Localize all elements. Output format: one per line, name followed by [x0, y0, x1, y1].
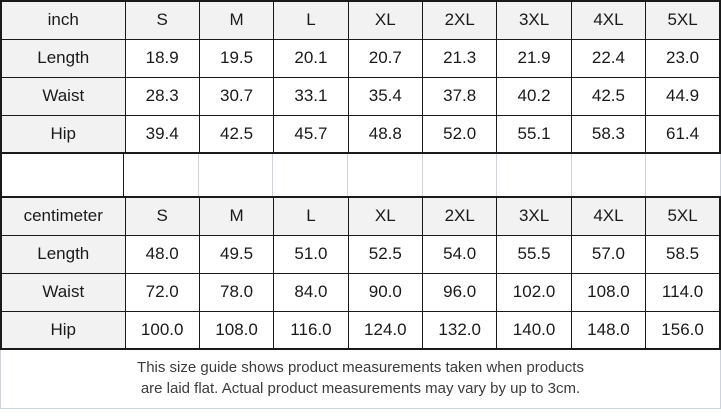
- value-cell: 102.0: [496, 272, 572, 312]
- value-cell: 52.5: [347, 234, 424, 274]
- gap-cell: [348, 154, 423, 196]
- value-cell: 114.0: [645, 272, 721, 312]
- size-header-cell: 4XL: [570, 196, 647, 236]
- gap-cell: [199, 154, 274, 196]
- value-cell: 54.0: [421, 234, 498, 274]
- size-header-cell: S: [124, 196, 200, 236]
- value-cell: 58.3: [570, 114, 647, 154]
- size-header-cell: 3XL: [496, 0, 572, 40]
- value-cell: 140.0: [496, 310, 572, 350]
- note-line-2: are laid flat. Actual product measuremen…: [140, 380, 581, 397]
- value-cell: 90.0: [347, 272, 424, 312]
- value-cell: 55.1: [496, 114, 572, 154]
- size-header-cell: L: [273, 196, 349, 236]
- value-cell: 84.0: [273, 272, 349, 312]
- value-cell: 96.0: [421, 272, 498, 312]
- value-cell: 18.9: [124, 38, 200, 78]
- value-cell: 51.0: [273, 234, 349, 274]
- size-header-cell: M: [198, 0, 275, 40]
- value-cell: 72.0: [124, 272, 200, 312]
- row-label-cell: Hip: [0, 310, 126, 350]
- value-cell: 22.4: [570, 38, 647, 78]
- size-guide-panel: inch S M L XL 2XL 3XL 4XL 5XL Length 18.9 19.5 20.1 2…: [0, 0, 721, 409]
- gap-cell: [572, 154, 647, 196]
- size-header-cell: S: [124, 0, 200, 40]
- value-cell: 45.7: [273, 114, 349, 154]
- value-cell: 124.0: [347, 310, 424, 350]
- value-cell: 42.5: [198, 114, 275, 154]
- note-line-1: This size guide shows product measuremen…: [137, 359, 584, 376]
- value-cell: 20.7: [347, 38, 424, 78]
- value-cell: 20.1: [273, 38, 349, 78]
- size-header-cell: 3XL: [496, 196, 572, 236]
- size-guide-note: This size guide shows product measuremen…: [0, 350, 721, 409]
- value-cell: 44.9: [645, 76, 721, 116]
- measurement-row: Length 18.9 19.5 20.1 20.7 21.3 21.9 22.4 23.0: [0, 38, 721, 78]
- value-cell: 132.0: [421, 310, 498, 350]
- value-cell: 19.5: [198, 38, 275, 78]
- value-cell: 39.4: [124, 114, 200, 154]
- gap-cell: [423, 154, 498, 196]
- value-cell: 58.5: [645, 234, 721, 274]
- table-gap-row: [0, 154, 721, 196]
- gap-cell: [497, 154, 572, 196]
- value-cell: 52.0: [421, 114, 498, 154]
- value-cell: 42.5: [570, 76, 647, 116]
- value-cell: 33.1: [273, 76, 349, 116]
- value-cell: 49.5: [198, 234, 275, 274]
- size-header-cell: 2XL: [421, 0, 498, 40]
- value-cell: 61.4: [645, 114, 721, 154]
- size-header-cell: 5XL: [645, 0, 721, 40]
- value-cell: 28.3: [124, 76, 200, 116]
- value-cell: 40.2: [496, 76, 572, 116]
- value-cell: 21.9: [496, 38, 572, 78]
- value-cell: 30.7: [198, 76, 275, 116]
- measurement-row: Waist 28.3 30.7 33.1 35.4 37.8 40.2 42.5 44.9: [0, 76, 721, 116]
- row-label-cell: Length: [0, 38, 126, 78]
- centimeter-table-body: centimeter S M L XL 2XL 3XL 4XL 5XL Length 48.0 49.…: [0, 196, 721, 350]
- size-header-cell: XL: [347, 196, 424, 236]
- gap-cell: [124, 154, 199, 196]
- value-cell: 23.0: [645, 38, 721, 78]
- row-label-cell: Waist: [0, 272, 126, 312]
- value-cell: 48.8: [347, 114, 424, 154]
- size-header-cell: M: [198, 196, 275, 236]
- value-cell: 21.3: [421, 38, 498, 78]
- value-cell: 78.0: [198, 272, 275, 312]
- size-header-cell: 5XL: [645, 196, 721, 236]
- measurement-row: Length 48.0 49.5 51.0 52.5 54.0 55.5 57.0 58.5: [0, 234, 721, 274]
- inch-table-body: inch S M L XL 2XL 3XL 4XL 5XL Length 18.9 19.5 20.1 2…: [0, 0, 721, 154]
- size-header-cell: XL: [347, 0, 424, 40]
- value-cell: 108.0: [570, 272, 647, 312]
- gap-cell: [2, 154, 124, 196]
- unit-label-cell: centimeter: [0, 196, 126, 236]
- measurement-row: Hip 100.0 108.0 116.0 124.0 132.0 140.0 148.0 15…: [0, 310, 721, 350]
- measurement-row: Hip 39.4 42.5 45.7 48.8 52.0 55.1 58.3 61.4: [0, 114, 721, 154]
- centimeter-size-table: centimeter S M L XL 2XL 3XL 4XL 5XL Length 48.0 49.…: [0, 196, 721, 350]
- size-header-cell: L: [273, 0, 349, 40]
- unit-label-cell: inch: [0, 0, 126, 40]
- size-header-cell: 4XL: [570, 0, 647, 40]
- value-cell: 100.0: [124, 310, 200, 350]
- gap-cell: [646, 154, 721, 196]
- gap-cell: [273, 154, 348, 196]
- value-cell: 148.0: [570, 310, 647, 350]
- row-label-cell: Waist: [0, 76, 126, 116]
- value-cell: 116.0: [273, 310, 349, 350]
- value-cell: 35.4: [347, 76, 424, 116]
- value-cell: 48.0: [124, 234, 200, 274]
- value-cell: 57.0: [570, 234, 647, 274]
- inch-size-table: inch S M L XL 2XL 3XL 4XL 5XL Length 18.9 19.5 20.1 2…: [0, 0, 721, 154]
- row-label-cell: Hip: [0, 114, 126, 154]
- value-cell: 37.8: [421, 76, 498, 116]
- value-cell: 108.0: [198, 310, 275, 350]
- measurement-row: Waist 72.0 78.0 84.0 90.0 96.0 102.0 108.0 114.0: [0, 272, 721, 312]
- value-cell: 55.5: [496, 234, 572, 274]
- value-cell: 156.0: [645, 310, 721, 350]
- size-header-row: inch S M L XL 2XL 3XL 4XL 5XL: [0, 0, 721, 40]
- size-header-row: centimeter S M L XL 2XL 3XL 4XL 5XL: [0, 196, 721, 236]
- size-header-cell: 2XL: [421, 196, 498, 236]
- row-label-cell: Length: [0, 234, 126, 274]
